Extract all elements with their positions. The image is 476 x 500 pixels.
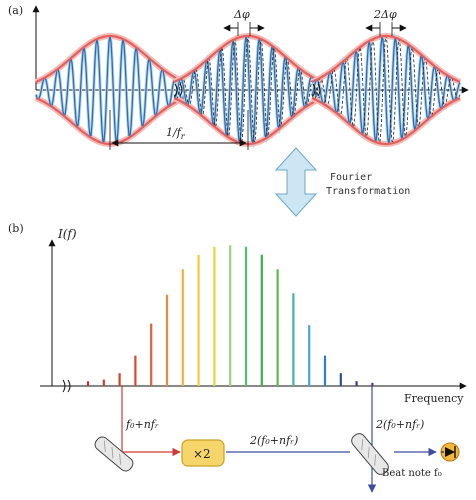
photodetector-icon [440,442,460,462]
pulse-1 [34,33,186,147]
axis-break-mark-1 [174,83,183,97]
frequency-doubler [181,439,225,467]
frequency-axis-label: Frequency [404,392,464,405]
selected-line-path [121,386,181,457]
axis-break-mark-2 [312,83,321,97]
frequency-comb [86,245,374,386]
panel-b: (b) I(f) Frequency f₀+nfᵣ 2(f₀+nfᵣ) 2(f₀… [8,222,467,493]
pulse-3 [310,32,462,147]
doubled-frequency-label: 2(f₀+nfᵣ) [249,434,298,447]
frequency-axis-break-mark [62,379,71,393]
delta-phi-label: Δφ [233,8,250,21]
panel-a: (a) Δφ 2Δφ [8,4,469,150]
intensity-axis-label: I(f) [57,227,77,241]
period-label-main: 1/f [166,126,183,139]
two-delta-phi-label: 2Δφ [373,8,397,21]
doubler-label: ×2 [193,447,211,461]
period-marker [109,110,249,150]
period-label: 1/fr [166,126,186,141]
beam-splitter-left [94,436,134,472]
two-delta-phi-marker [365,22,407,36]
beam-splitter-right [351,433,389,475]
delta-phi-marker [223,22,265,36]
panel-a-label: (a) [8,4,23,17]
period-label-subscript: r [181,132,186,141]
beat-note-label: Beat note f₀ [382,468,442,479]
fourier-transform-arrow [274,147,318,217]
fourier-label-line1: Fourier [330,172,372,183]
fourier-label-line2: Transformation [326,186,410,197]
high-frequency-line-label: 2(f₀+nfᵣ) [375,418,424,431]
panel-b-label: (b) [8,222,24,235]
selected-line-label: f₀+nfᵣ [125,418,159,431]
